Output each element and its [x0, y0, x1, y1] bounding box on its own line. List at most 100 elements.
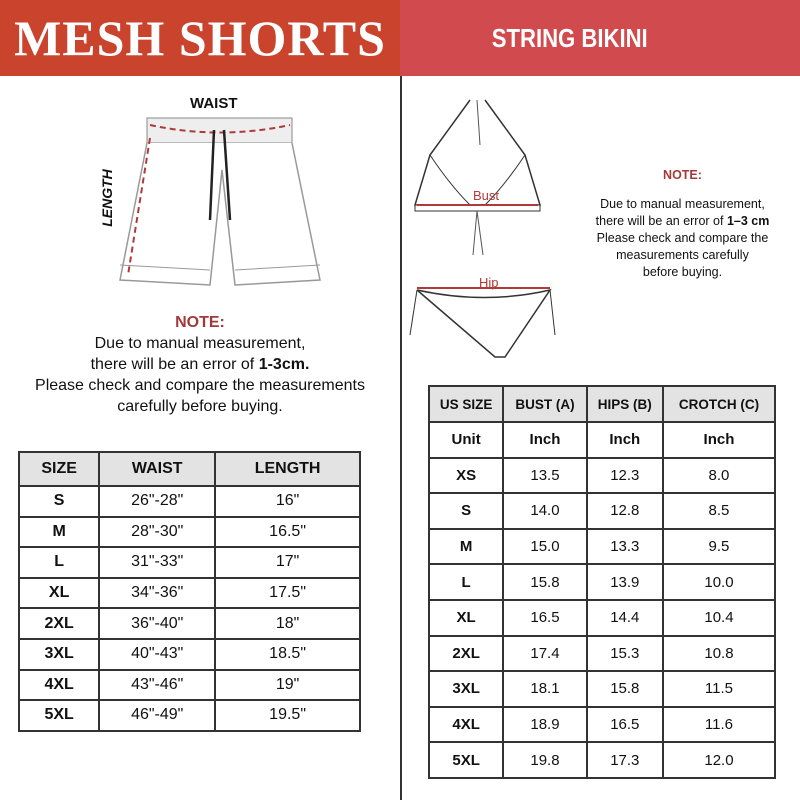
- table-cell: 15.0: [502, 527, 588, 566]
- table-row: L 15.8 13.9 10.0: [427, 563, 777, 601]
- table-cell: 13.5: [502, 456, 588, 495]
- bikini-size-table: US SIZE BUST (A) HIPS (B) CROTCH (C) Unit Inc…: [427, 385, 777, 779]
- table-cell: XL: [427, 598, 505, 637]
- column-header: BUST (A): [502, 385, 588, 423]
- column-header: SIZE: [17, 451, 101, 487]
- note-line: before buying.: [642, 265, 723, 279]
- table-cell: 17": [214, 546, 361, 579]
- table-cell: 16.5: [585, 705, 664, 744]
- table-cell: 4XL: [427, 705, 505, 744]
- table-cell: 43"-46": [98, 668, 217, 702]
- table-row: 4XL 18.9 16.5 11.6: [427, 705, 777, 744]
- table-row: 3XL 18.1 15.8 11.5: [427, 670, 777, 708]
- table-cell: Inch: [585, 421, 664, 459]
- table-cell: 12.3: [585, 456, 664, 495]
- note-title: NOTE:: [175, 314, 225, 331]
- table-cell: 18.9: [502, 705, 588, 744]
- table-cell: 17.4: [502, 634, 588, 673]
- table-cell: 4XL: [17, 668, 101, 702]
- string-bikini-header: STRING BIKINI: [400, 0, 800, 76]
- note-line: measurements carefully: [616, 248, 749, 262]
- shorts-illustration: [119, 117, 321, 286]
- shorts-size-table: SIZE WAIST LENGTH S 26"-28" 16" M 28"-30" 16.5" L…: [17, 451, 361, 732]
- table-cell: 12.0: [661, 741, 777, 779]
- table-cell: XL: [17, 576, 101, 610]
- table-row: 3XL 40"-43" 18.5": [17, 637, 361, 671]
- note-error-range: 1–3 cm: [726, 214, 770, 228]
- table-cell: 14.4: [585, 598, 664, 637]
- table-cell: Inch: [661, 421, 777, 459]
- table-cell: 11.6: [661, 705, 777, 744]
- table-row: XL 34"-36" 17.5": [17, 576, 361, 610]
- table-cell: 2XL: [17, 607, 101, 640]
- table-cell: 12.8: [585, 492, 664, 530]
- hip-label: Hip: [479, 275, 499, 290]
- table-row: S 14.0 12.8 8.5: [427, 492, 777, 530]
- note-line: there will be an error of 1–3 cm: [575, 213, 790, 230]
- table-cell: 28"-30": [98, 515, 217, 549]
- table-row: M 28"-30" 16.5": [17, 515, 361, 549]
- table-row: 4XL 43"-46" 19": [17, 668, 361, 702]
- unit-row: Unit Inch Inch Inch: [427, 421, 777, 459]
- table-cell: L: [17, 546, 101, 579]
- table-cell: 36"-40": [98, 607, 217, 640]
- note-title: NOTE:: [663, 168, 702, 182]
- column-header: WAIST: [98, 451, 217, 487]
- table-cell: 14.0: [502, 492, 588, 530]
- table-row: 2XL 17.4 15.3 10.8: [427, 634, 777, 673]
- bikini-illustration: [409, 99, 556, 358]
- shorts-note: NOTE: Due to manual measurement, there w…: [0, 312, 400, 417]
- table-row: XL 16.5 14.4 10.4: [427, 598, 777, 637]
- column-header: CROTCH (C): [661, 385, 777, 423]
- mesh-shorts-title: MESH SHORTS: [14, 10, 386, 66]
- table-cell: 16.5: [502, 598, 588, 637]
- table-row: L 31"-33" 17": [17, 546, 361, 579]
- note-error-range: 1-3cm.: [258, 356, 310, 373]
- table-cell: 19": [214, 668, 361, 702]
- table-cell: 15.8: [585, 670, 664, 708]
- mesh-shorts-header: MESH SHORTS: [0, 0, 400, 76]
- table-row: 5XL 46"-49" 19.5": [17, 699, 361, 732]
- table-row: XS 13.5 12.3 8.0: [427, 456, 777, 495]
- table-cell: Unit: [427, 421, 505, 459]
- table-cell: 46"-49": [98, 699, 217, 732]
- note-line: Due to manual measurement,: [600, 197, 765, 211]
- table-cell: 19.5": [214, 699, 361, 732]
- table-cell: 10.0: [661, 563, 777, 601]
- table-cell: 26"-28": [98, 485, 217, 518]
- table-row: 2XL 36"-40" 18": [17, 607, 361, 640]
- table-cell: 18.5": [214, 637, 361, 671]
- table-cell: 5XL: [427, 741, 505, 779]
- note-line: Due to manual measurement,: [94, 335, 306, 352]
- bikini-note: NOTE: Due to manual measurement, there w…: [575, 167, 790, 281]
- table-cell: 34"-36": [98, 576, 217, 610]
- table-row: 5XL 19.8 17.3 12.0: [427, 741, 777, 779]
- table-cell: 16.5": [214, 515, 361, 549]
- table-cell: 10.4: [661, 598, 777, 637]
- string-bikini-title: STRING BIKINI: [492, 22, 648, 53]
- divider: [400, 76, 402, 800]
- table-cell: 15.8: [502, 563, 588, 601]
- table-cell: 17.5": [214, 576, 361, 610]
- table-row: S 26"-28" 16": [17, 485, 361, 518]
- note-text: there will be an error of: [595, 214, 727, 228]
- table-cell: 10.8: [661, 634, 777, 673]
- table-cell: 5XL: [17, 699, 101, 732]
- waist-label: WAIST: [190, 95, 238, 112]
- table-cell: 3XL: [17, 637, 101, 671]
- note-text: there will be an error of: [90, 356, 259, 373]
- note-line: carefully before buying.: [117, 398, 283, 415]
- table-cell: 31"-33": [98, 546, 217, 579]
- column-header: HIPS (B): [585, 385, 664, 423]
- table-cell: 19.8: [502, 741, 588, 779]
- table-cell: 15.3: [585, 634, 664, 673]
- table-cell: 18": [214, 607, 361, 640]
- table-cell: S: [427, 492, 505, 530]
- table-cell: 3XL: [427, 670, 505, 708]
- note-line: Please check and compare the measurement…: [35, 377, 365, 394]
- bust-label: Bust: [473, 188, 500, 203]
- table-cell: S: [17, 485, 101, 518]
- table-cell: 8.5: [661, 492, 777, 530]
- table-cell: 16": [214, 485, 361, 518]
- table-cell: 18.1: [502, 670, 588, 708]
